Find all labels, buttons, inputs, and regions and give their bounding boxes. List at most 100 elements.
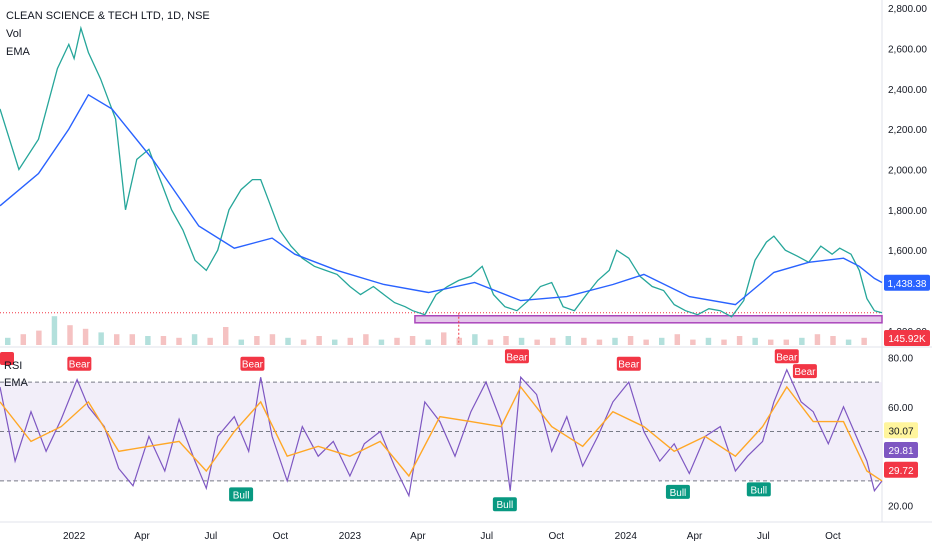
support-zone	[414, 314, 883, 324]
bull-signal-badge	[229, 487, 254, 502]
volume-bar	[207, 337, 213, 345]
volume-bar	[612, 337, 618, 345]
price-axis-tick-label: 2,800.00	[888, 4, 927, 15]
price-axis-tick-label: 2,400.00	[888, 85, 927, 96]
volume-bar	[394, 337, 400, 345]
volume-bar	[316, 336, 322, 345]
volume-bar	[160, 336, 167, 345]
rsi-axis-tick-label: 80.00	[888, 353, 913, 364]
price-axis-tick-label: 1,600.00	[888, 246, 927, 257]
time-axis-tick-label: 2022	[63, 531, 86, 542]
rsi-value-label: 29.72	[888, 466, 913, 477]
volume-bar	[332, 339, 338, 345]
time-axis-tick-label: Jul	[757, 531, 770, 542]
volume-bar	[36, 330, 42, 345]
symbol-title: CLEAN SCIENCE & TECH LTD, 1D, NSE	[6, 10, 210, 22]
price-axis-tick-label: 2,000.00	[888, 165, 927, 176]
volume-bar	[518, 337, 525, 345]
volume-bar	[783, 339, 790, 345]
price-series-line	[0, 25, 883, 318]
volume-bar	[409, 336, 416, 345]
volume-bar	[721, 339, 727, 345]
rsi-value-badge	[884, 461, 918, 478]
volume-bar	[674, 334, 681, 345]
time-axis-tick-label: Apr	[410, 531, 426, 542]
volume-bar	[67, 325, 73, 345]
bear-signal-label: Bear	[69, 360, 91, 371]
rsi-value-badge	[884, 422, 918, 439]
volume-bar	[300, 339, 307, 345]
price-axis-tick-label: 2,200.00	[888, 125, 927, 136]
bear-signal-badge	[67, 356, 92, 371]
volume-bar	[550, 337, 556, 345]
time-axis-tick-label: Oct	[548, 531, 564, 542]
bear-signal-badge	[774, 349, 799, 364]
volume-bar	[51, 316, 58, 345]
volume-bar	[20, 334, 27, 345]
volume-bar	[378, 339, 385, 345]
volume-bar	[441, 332, 447, 345]
volume-bar	[690, 339, 696, 345]
rsi-value-label: 30.07	[888, 426, 913, 437]
bull-signal-label: Bull	[670, 488, 687, 499]
bull-signal-label: Bull	[233, 490, 250, 501]
rsi-value-label: 29.81	[888, 446, 913, 457]
volume-bar	[830, 336, 836, 345]
volume-bar	[176, 337, 182, 345]
rsi-axis-tick-label: 60.00	[888, 403, 913, 414]
volume-bar	[114, 334, 120, 345]
volume-bar	[238, 339, 245, 345]
volume-bar	[861, 337, 867, 345]
bear-signal-badge	[504, 349, 529, 364]
volume-bar	[845, 339, 852, 345]
time-axis-tick-label: Oct	[273, 531, 289, 542]
bull-signal-label: Bull	[497, 500, 514, 511]
volume-bar	[425, 339, 431, 345]
volume-bar	[456, 337, 463, 345]
rsi-series-line	[0, 368, 883, 498]
rsi-ema-series-line	[0, 385, 883, 482]
time-axis-tick-label: 2024	[615, 531, 638, 542]
volume-bar	[347, 337, 354, 345]
volume-bar	[82, 328, 89, 345]
time-axis-tick-label: Jul	[480, 531, 493, 542]
bear-signal-label: Bear	[618, 360, 640, 371]
bear-signal-label: Bear	[506, 352, 528, 363]
volume-bar	[814, 334, 821, 345]
volume-bar	[596, 339, 603, 345]
volume-indicator-label: Vol	[6, 28, 22, 40]
volume-bar	[98, 332, 104, 345]
bull-signal-badge	[746, 482, 771, 497]
volume-bar	[285, 337, 291, 345]
volume-bar	[627, 336, 634, 345]
volume-bar	[799, 337, 805, 345]
price-axis-tick-label: 1,800.00	[888, 206, 927, 217]
volume-bar	[768, 339, 774, 345]
bull-signal-label: Bull	[750, 485, 767, 496]
bear-signal-label: Bear	[776, 352, 798, 363]
rsi-value-badge	[884, 442, 918, 459]
volume-bar	[705, 337, 712, 345]
last-price-badge	[884, 274, 930, 291]
volume-bar	[659, 337, 665, 345]
volume-bar	[581, 337, 587, 345]
volume-bar	[145, 336, 151, 345]
bear-signal-badge	[616, 356, 641, 371]
ema-series-line	[0, 93, 883, 306]
volume-bar	[487, 339, 494, 345]
bear-signal-badge	[792, 364, 817, 379]
rsi-axis-tick-label: 20.00	[888, 502, 913, 513]
volume-bar	[269, 334, 276, 345]
volume-bar	[363, 334, 369, 345]
volume-bar	[129, 334, 136, 345]
volume-bar	[736, 336, 743, 345]
time-axis-tick-label: Oct	[825, 531, 841, 542]
volume-value-label: 145.92K	[888, 334, 926, 345]
bear-signal-label: Bear	[794, 367, 816, 378]
bull-signal-badge	[492, 497, 517, 512]
volume-bar	[503, 336, 509, 345]
bull-signal-badge	[665, 484, 690, 499]
time-axis-tick-label: Apr	[134, 531, 150, 542]
volume-bar	[223, 327, 229, 345]
bear-signal-label: Bear	[242, 360, 264, 371]
